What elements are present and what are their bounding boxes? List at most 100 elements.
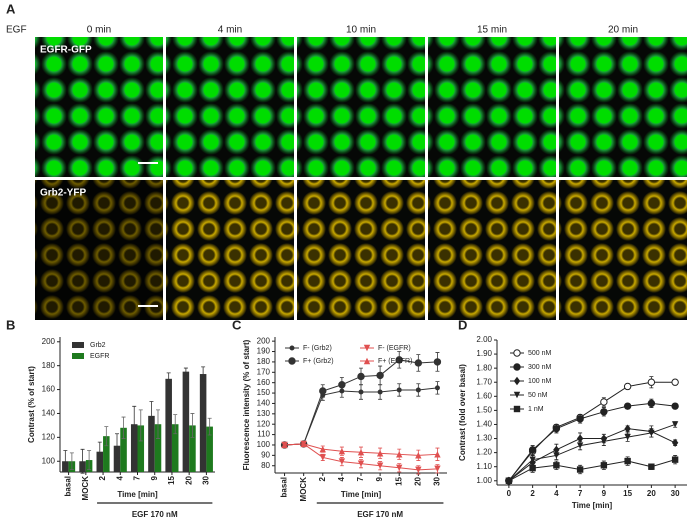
marker [600,438,608,445]
y-axis-label: Contrast (fold over basal) [458,364,467,461]
marker [396,387,402,393]
bar [103,436,110,472]
bar [199,374,207,472]
error-bar [173,414,178,435]
error-bar [625,402,630,410]
micrograph [297,180,425,320]
series-line [284,443,438,471]
marker [600,434,608,443]
error-bar [359,459,363,469]
x-tick-label: 20 [413,476,422,485]
marker [338,458,346,465]
bar [189,425,196,472]
legend-marker [513,391,521,399]
error-bar [625,432,630,442]
x-tick-label: 30 [201,475,210,484]
x-tick-label: 9 [375,476,384,481]
y-tick-label: 90 [261,450,270,459]
x-tick-label: 2 [530,489,535,498]
error-bar [530,455,535,465]
x-tick-label: 20 [184,475,193,484]
error-bar [673,421,678,428]
marker [414,359,423,367]
legend-label: 50 nM [528,392,548,399]
time-label: 20 min [608,25,638,36]
x-tick-label: basal [64,476,73,496]
x-tick-label: MOCK [299,477,308,502]
legend-marker [363,344,371,352]
stimulus-label: EGF [6,25,27,36]
legend-label: 1 nM [528,406,544,413]
error-bar [115,433,120,459]
marker [396,464,403,472]
error-bar [506,479,511,482]
marker [282,442,288,448]
bar [171,424,179,472]
legend-marker [289,345,295,351]
error-bar [649,376,654,389]
error-bar [435,447,440,461]
marker [552,424,561,433]
marker [319,387,327,395]
error-bar [506,479,511,482]
error-bar [416,465,421,475]
error-bar [320,389,325,401]
marker [320,392,326,398]
y-tick-label: 110 [257,430,270,439]
marker [338,447,346,455]
y-tick-label: 1.40 [476,420,492,429]
x-tick-label: 15 [623,489,632,498]
error-bar [601,460,606,470]
marker [376,462,384,469]
marker [338,381,346,389]
y-tick-label: 180 [42,361,56,370]
legend-marker [513,349,521,357]
legend-label: F+ (EGFR) [378,358,412,365]
marker [505,476,513,485]
marker [576,466,584,473]
error-bar [601,436,606,446]
y-tick-label: 140 [42,409,56,418]
legend-label: 500 nM [528,350,552,357]
marker [648,463,655,470]
error-bar [63,450,68,473]
bar [154,424,162,472]
x-tick-label: 2 [318,476,327,481]
error-bar [416,383,421,397]
annotation: EGF 170 nM [357,510,403,519]
time-label: 0 min [87,25,111,36]
error-bar [378,365,383,386]
error-bar [625,456,630,466]
error-bar [506,479,511,482]
marker [357,460,365,467]
error-bar [397,383,402,397]
error-bar [359,384,363,400]
marker [624,424,631,433]
marker [576,434,584,443]
error-bar [378,447,383,459]
marker [357,372,365,381]
error-bar [601,433,606,444]
marker [624,433,631,441]
micrograph [35,37,163,177]
marker [647,399,656,408]
marker [377,389,383,395]
micrograph [166,37,294,177]
micrograph [166,180,294,320]
error-bar [282,443,287,447]
marker [396,451,403,458]
marker [576,413,584,422]
marker [528,447,537,455]
marker [529,464,536,472]
error-bar [554,443,559,456]
error-bar [673,439,678,446]
error-bar [282,443,287,447]
error-bar [673,380,678,385]
bar [137,425,145,472]
error-bar [554,450,559,461]
error-bar [673,455,678,465]
marker [339,388,345,394]
x-tick-label: 7 [133,475,142,480]
legend-label: Grb2 [90,342,106,349]
